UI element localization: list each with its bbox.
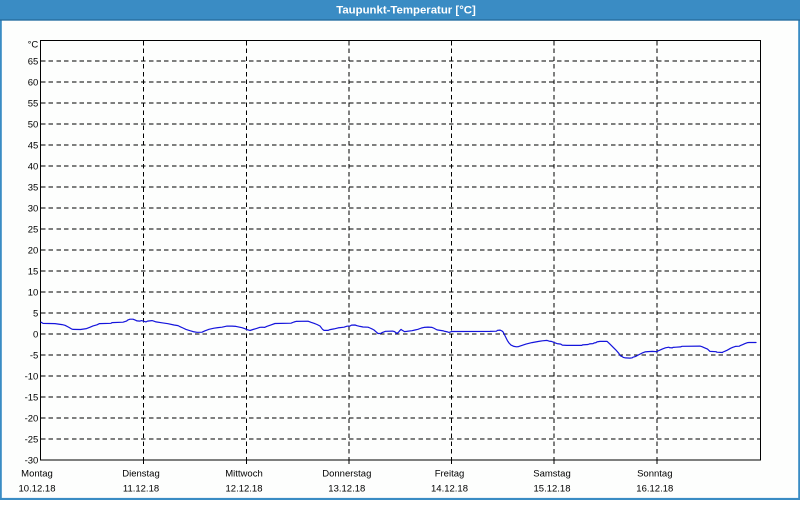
- svg-text:0: 0: [33, 330, 38, 341]
- svg-text:Taupunkt-Temperatur [°C]: Taupunkt-Temperatur [°C]: [336, 5, 476, 17]
- svg-text:Sonntag: Sonntag: [637, 468, 672, 479]
- svg-text:-30: -30: [25, 456, 39, 467]
- svg-text:65: 65: [28, 57, 39, 68]
- svg-text:5: 5: [33, 309, 38, 320]
- svg-text:60: 60: [28, 78, 39, 89]
- svg-text:Freitag: Freitag: [435, 468, 465, 479]
- svg-text:15: 15: [28, 267, 39, 278]
- svg-text:11.12.18: 11.12.18: [123, 483, 159, 494]
- svg-text:15.12.18: 15.12.18: [534, 483, 571, 494]
- svg-text:50: 50: [28, 120, 39, 131]
- svg-text:14.12.18: 14.12.18: [431, 483, 468, 494]
- svg-text:Donnerstag: Donnerstag: [322, 468, 371, 479]
- svg-text:55: 55: [28, 99, 39, 110]
- svg-text:20: 20: [28, 246, 39, 257]
- svg-text:25: 25: [28, 225, 39, 236]
- svg-text:16.12.18: 16.12.18: [636, 483, 673, 494]
- svg-text:10.12.18: 10.12.18: [19, 483, 56, 494]
- svg-text:30: 30: [28, 204, 39, 215]
- svg-text:°C: °C: [28, 39, 39, 50]
- svg-text:Dienstag: Dienstag: [122, 468, 160, 479]
- svg-text:45: 45: [28, 141, 39, 152]
- svg-text:-10: -10: [25, 372, 39, 383]
- svg-text:Mittwoch: Mittwoch: [225, 468, 262, 479]
- svg-text:Montag: Montag: [21, 468, 53, 479]
- svg-text:-20: -20: [25, 414, 39, 425]
- svg-text:Samstag: Samstag: [533, 468, 571, 479]
- svg-text:12.12.18: 12.12.18: [226, 483, 263, 494]
- svg-text:10: 10: [28, 288, 39, 299]
- svg-text:35: 35: [28, 183, 39, 194]
- svg-text:40: 40: [28, 162, 39, 173]
- svg-text:-25: -25: [25, 435, 39, 446]
- svg-text:-15: -15: [25, 393, 39, 404]
- svg-text:13.12.18: 13.12.18: [328, 483, 365, 494]
- svg-text:-5: -5: [30, 351, 38, 362]
